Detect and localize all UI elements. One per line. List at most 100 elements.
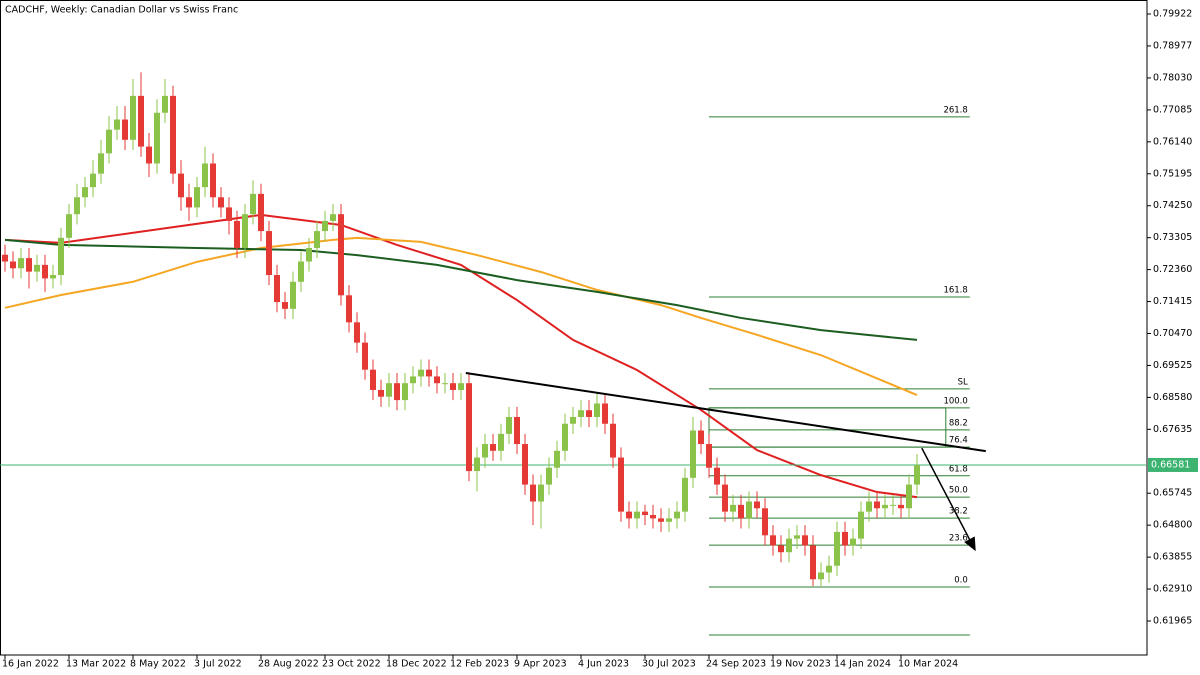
candle-body [178,173,184,198]
y-tick-label: 0.74250 [1153,200,1192,211]
candle-body [394,383,400,401]
candle-body [906,484,912,509]
moving-average [4,213,918,499]
candle-body [170,95,176,174]
candle-body [890,504,896,506]
candle-body [202,163,208,188]
candle-body [554,450,560,468]
candle-body [474,457,480,472]
candle-body [194,187,200,208]
candle-body [250,193,256,215]
candle-body [298,261,304,282]
candle-body [818,572,824,580]
candle-body [594,403,600,417]
candle-body [770,535,776,546]
candle-body [754,501,760,509]
candle-body [154,112,160,164]
candle-body [218,197,224,208]
candle-body [506,416,512,434]
candle-body [866,501,872,512]
candle-body [442,383,448,385]
candle-body [66,214,72,238]
candle-body [738,504,744,519]
candle-body [490,444,496,451]
candle-body [514,416,520,445]
x-tick-label: 16 Jan 2022 [2,659,59,670]
y-tick-label: 0.78977 [1153,40,1192,51]
x-tick-label: 24 Sep 2023 [706,659,766,670]
candle-body [242,214,248,248]
x-tick-label: 13 Mar 2022 [66,659,126,670]
candle-body [234,220,240,248]
candle-body [626,511,632,519]
fib-label: 61.8 [949,464,968,474]
y-tick-label: 0.61965 [1153,615,1192,626]
fib-label: 161.8 [943,285,967,295]
fib-label: 261.8 [943,105,967,115]
trendline [465,372,986,453]
y-tick-label: 0.73305 [1153,232,1192,243]
candle-body [370,369,376,390]
plot-frame [0,0,1148,656]
candle-body [210,163,216,198]
candle-body [642,511,648,516]
candle-body [914,464,920,485]
candle-body [290,281,296,309]
candle-body [378,389,384,397]
candle-body [450,383,456,390]
y-tick-label: 0.75195 [1153,168,1192,179]
projection-arrow [921,447,976,552]
candle-body [258,193,264,232]
candle-body [146,146,152,164]
candle-body [458,383,464,390]
y-tick-label: 0.63855 [1153,552,1192,563]
x-tick-label: 10 Mar 2024 [898,659,958,670]
candle-body [610,423,616,458]
y-tick-label: 0.65745 [1153,488,1192,499]
y-tick-label: 0.72360 [1153,264,1192,275]
candle-body [666,518,672,522]
candle-body [682,477,688,512]
candle-body [762,508,768,536]
y-tick-label: 0.77085 [1153,104,1192,115]
candle-body [274,275,280,303]
candle-body [106,129,112,154]
candle-body [330,214,336,221]
candle-body [138,95,144,147]
chart-title: CADCHF, Weekly: Canadian Dollar vs Swiss… [5,5,238,16]
candle-body [402,383,408,401]
candle-body [546,467,552,485]
y-tick-label: 0.79922 [1153,8,1192,19]
candle-body [226,207,232,221]
x-tick-label: 28 Aug 2022 [258,659,319,670]
candle-body [562,423,568,451]
candle-body [74,197,80,215]
candle-body [114,119,120,130]
candle-body [322,220,328,232]
candle-body [306,247,312,262]
candle-body [578,410,584,417]
candle-body [658,518,664,522]
y-tick-label: 0.78030 [1153,72,1192,83]
candle-body [314,231,320,248]
candle-body [98,153,104,174]
candle-body [466,383,472,472]
x-tick-label: 23 Oct 2022 [322,659,381,670]
candle-body [674,511,680,519]
fib-label: 88.2 [949,418,968,428]
candle-body [834,531,840,566]
candle-body [522,444,528,485]
candle-body [266,231,272,276]
candle-body [82,187,88,198]
x-tick-label: 4 Jun 2023 [578,659,629,670]
candle-body [842,531,848,546]
candle-body [618,457,624,512]
candle-body [482,444,488,458]
candle-body [858,511,864,539]
x-tick-label: 8 May 2022 [130,659,186,670]
candle-body [882,504,888,509]
candle-body [434,376,440,384]
candle-body [362,342,368,370]
